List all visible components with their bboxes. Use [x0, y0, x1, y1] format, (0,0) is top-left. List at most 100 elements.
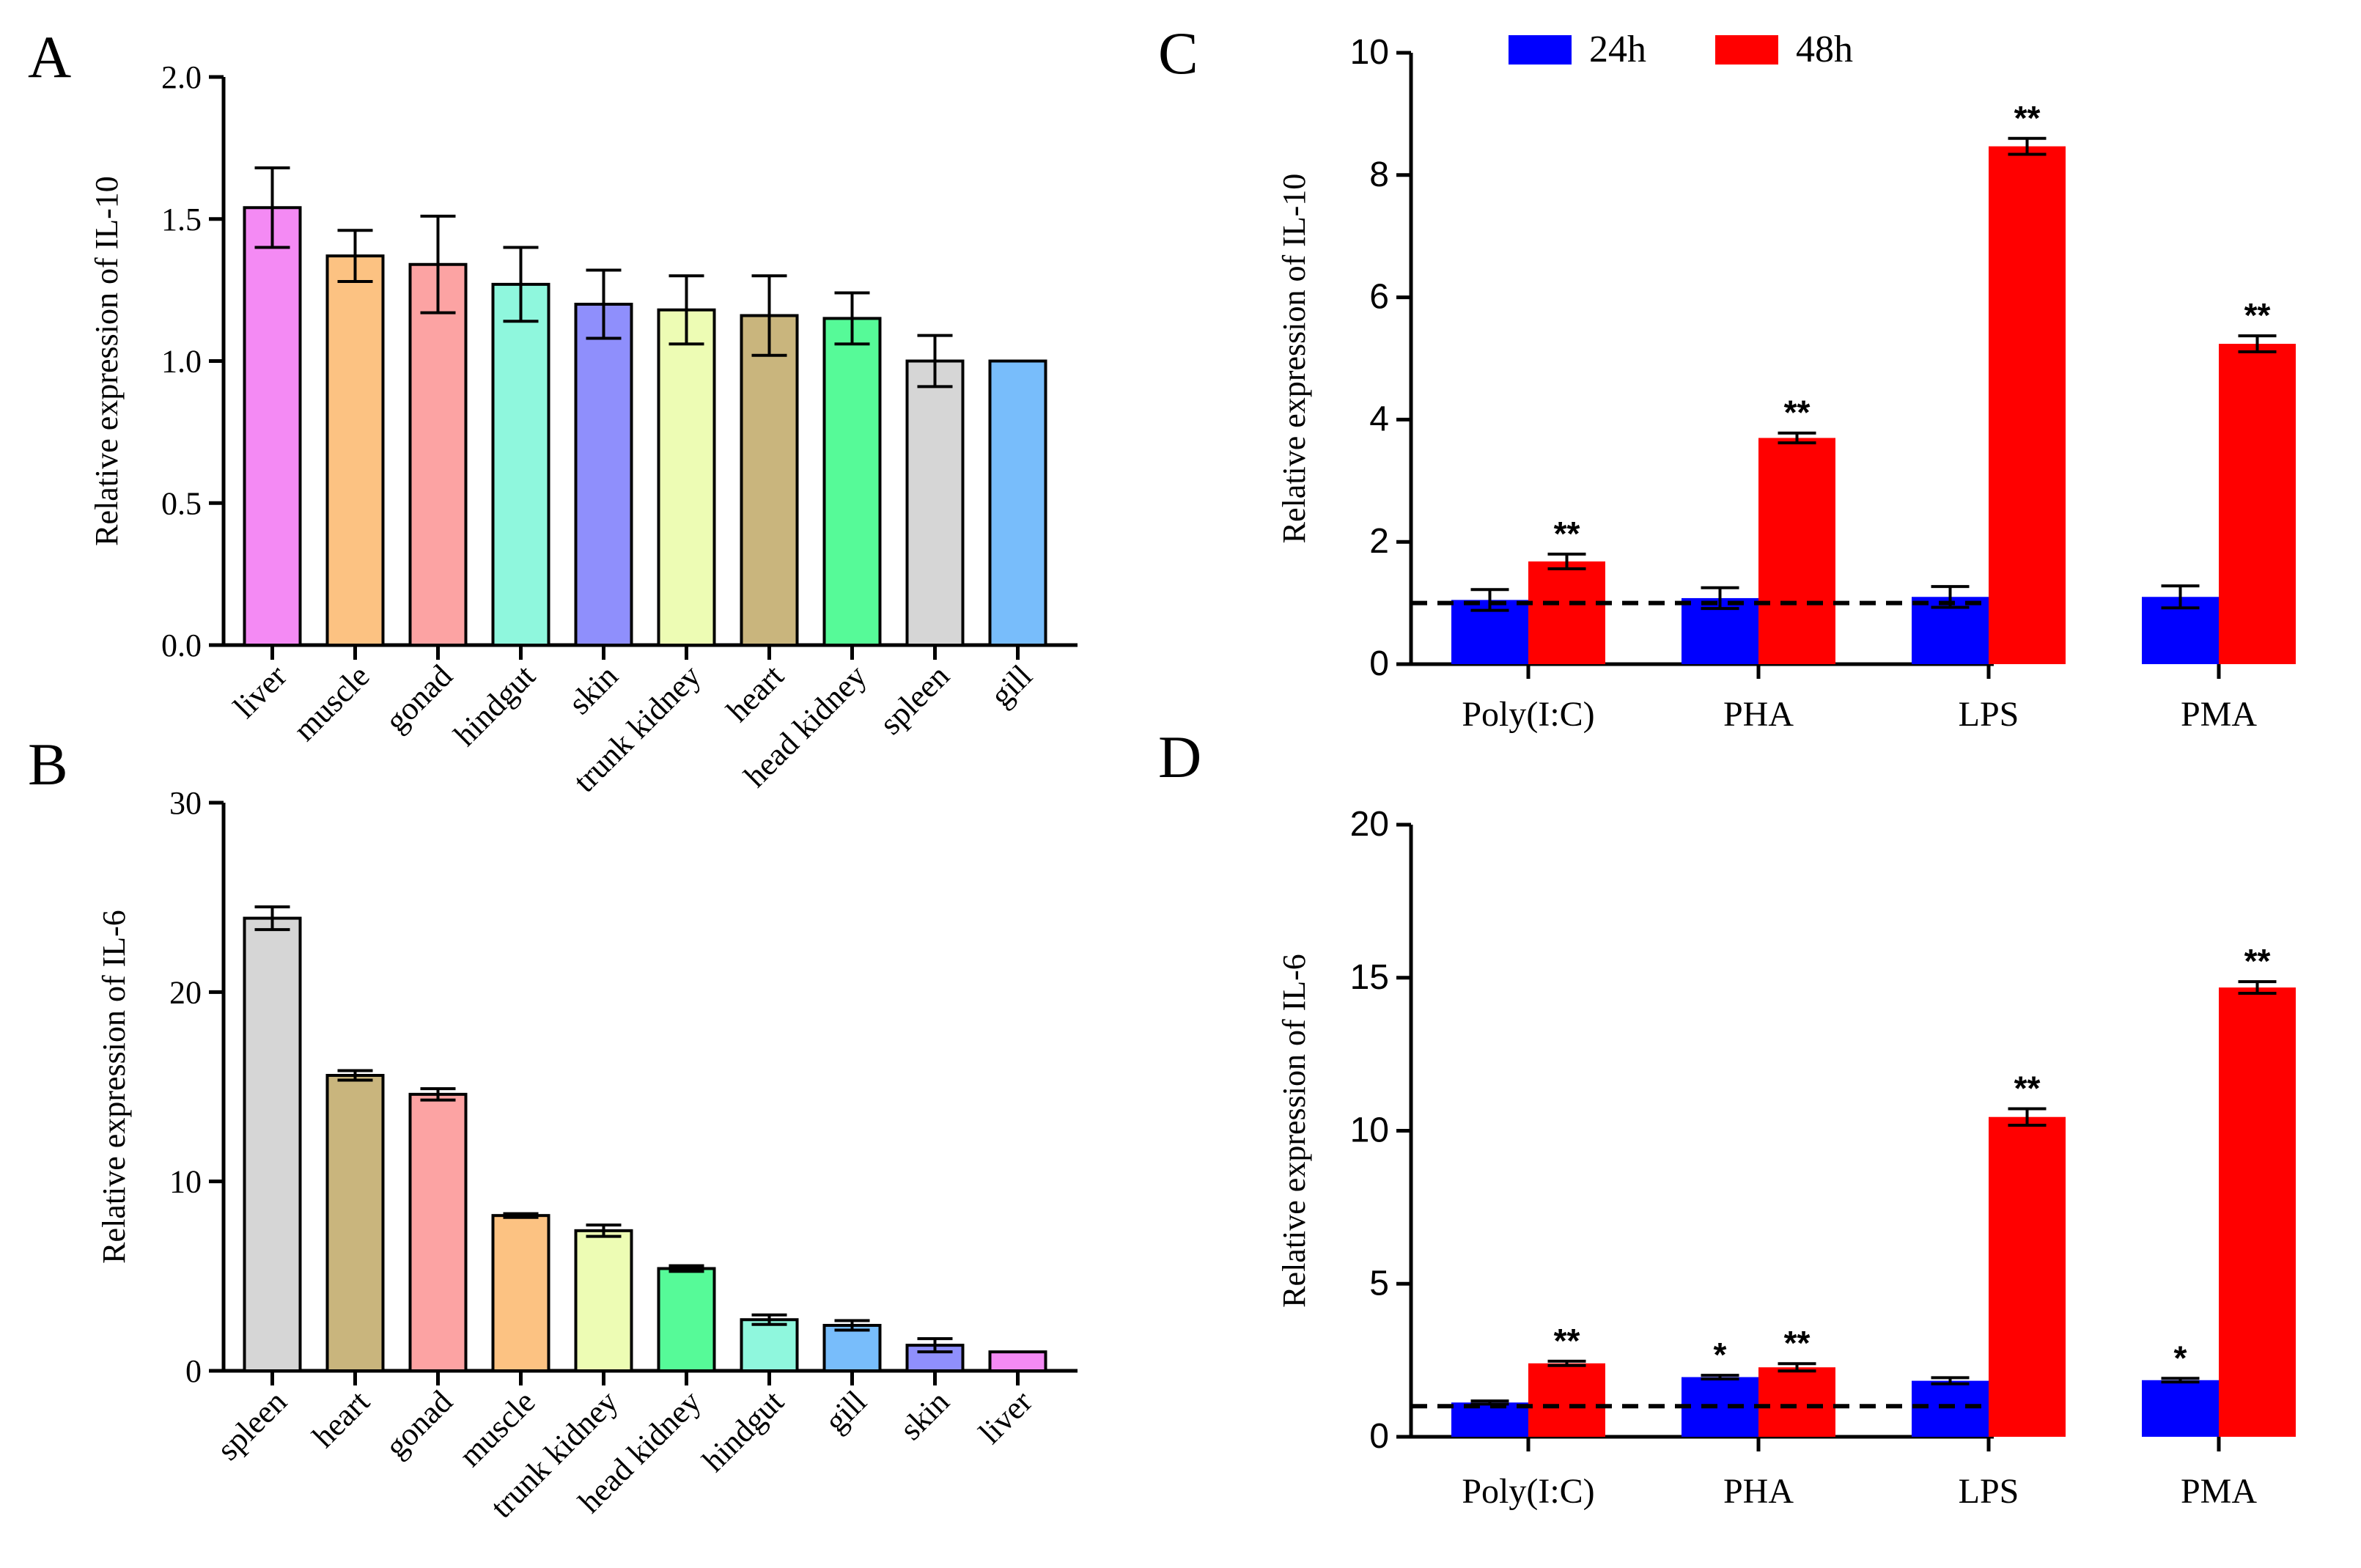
bar-skin [574, 303, 633, 647]
category-label-muscle: muscle [287, 658, 377, 748]
bar-trunk-kidney [574, 1229, 633, 1373]
bar-pha-48h [1758, 1367, 1835, 1437]
category-label-poly-i-c: Poly(I:C) [1462, 695, 1594, 734]
bar-head-kidney [657, 1267, 716, 1372]
category-label-heart: heart [306, 1383, 377, 1454]
panel-letter-a: A [28, 23, 71, 90]
category-label-hindgut: hindgut [447, 658, 542, 753]
panel-b-chart: 0 10 20 30 Relative expression of IL-6 spleen… [96, 785, 1078, 1525]
significance-marker: ** [2014, 99, 2041, 137]
y-tick-label: 30 [169, 785, 202, 821]
panel-letter-b: B [28, 731, 68, 798]
bar-heart [740, 314, 799, 647]
significance-marker: ** [1554, 1322, 1580, 1360]
y-tick-label: 6 [1369, 278, 1389, 317]
panel-letter-d: D [1158, 724, 1201, 790]
significance-marker: * [2174, 1339, 2187, 1377]
y-tick-label: 20 [169, 974, 202, 1010]
category-label-liver: liver [226, 658, 294, 725]
bar-gonad [408, 1092, 468, 1373]
significance-marker: ** [1784, 394, 1811, 432]
significance-marker: ** [1784, 1324, 1811, 1362]
bar-pma-48h [2219, 987, 2296, 1437]
y-tick-label: 10 [1350, 1111, 1389, 1150]
bar-poly-i-c-48h [1528, 561, 1605, 664]
legend-label-24h: 24h [1589, 29, 1646, 70]
category-label-hindgut: hindgut [696, 1383, 791, 1479]
category-label-skin: skin [893, 1383, 957, 1447]
y-tick-label: 0.0 [161, 627, 202, 663]
bar-hindgut [491, 282, 550, 647]
bar-liver [988, 1350, 1047, 1372]
y-tick-label: 10 [1350, 33, 1389, 72]
bar-muscle [325, 254, 385, 647]
category-label-gill: gill [817, 1383, 873, 1439]
bar-lps-48h [1989, 1116, 2066, 1437]
y-tick-label: 0 [1369, 1417, 1389, 1456]
category-label-pma: PMA [2181, 695, 2257, 734]
category-label-liver: liver [972, 1383, 1039, 1451]
bar-spleen [243, 916, 302, 1373]
bar-spleen [905, 359, 965, 647]
bar-pma-48h [2219, 343, 2296, 664]
y-tick-label: 15 [1350, 958, 1389, 997]
category-label-skin: skin [561, 658, 625, 721]
bar-pma-24h [2142, 1380, 2219, 1437]
y-axis-title: Relative expression of IL-6 [1276, 954, 1312, 1308]
significance-marker: ** [1554, 515, 1580, 553]
y-tick-label: 2.0 [161, 59, 202, 95]
y-axis-title: Relative expression of IL-6 [96, 910, 132, 1264]
y-tick-label: 20 [1350, 805, 1389, 844]
y-tick-label: 8 [1369, 155, 1389, 194]
bar-hindgut [740, 1318, 799, 1372]
bar-gonad [408, 262, 468, 647]
bar-liver [243, 206, 302, 647]
y-tick-label: 0.5 [161, 485, 202, 521]
legend-swatch-24h [1509, 35, 1572, 65]
y-tick-label: 10 [169, 1164, 202, 1200]
category-label-spleen: spleen [872, 658, 956, 741]
panel-letter-c: C [1158, 20, 1198, 87]
bar-trunk-kidney [657, 308, 716, 647]
bar-pha-48h [1758, 438, 1835, 664]
legend-swatch-48h [1715, 35, 1778, 65]
panel-a-chart: 0.0 0.5 1.0 1.5 2.0 Relative expression of IL… [89, 59, 1078, 799]
bar-poly-i-c-48h [1528, 1363, 1605, 1437]
category-label-pha: PHA [1723, 695, 1794, 734]
panel-c-chart: 0 2 4 6 8 10 Relative expression of IL-10 ** Pol… [1276, 33, 2296, 734]
category-label-gill: gill [983, 658, 1039, 713]
y-tick-label: 1.5 [161, 202, 202, 238]
bar-gill [822, 1324, 882, 1372]
bar-gill [988, 359, 1047, 647]
significance-marker: ** [2244, 942, 2271, 980]
significance-marker: * [1714, 1336, 1727, 1374]
category-label-lps: LPS [1959, 1472, 2019, 1511]
category-label-pma: PMA [2181, 1472, 2257, 1511]
bar-heart [325, 1074, 385, 1372]
category-label-pha: PHA [1723, 1472, 1794, 1511]
bar-pha-24h [1682, 1377, 1758, 1437]
bar-head-kidney [822, 317, 882, 647]
legend-label-48h: 48h [1796, 29, 1853, 70]
significance-marker: ** [2014, 1069, 2041, 1107]
category-label-spleen: spleen [210, 1383, 293, 1467]
y-tick-label: 0 [1369, 644, 1389, 683]
y-axis-title: Relative expression of IL-10 [1276, 174, 1312, 544]
category-label-lps: LPS [1959, 695, 2019, 734]
y-tick-label: 1.0 [161, 344, 202, 380]
significance-marker: ** [2244, 296, 2271, 334]
bar-lps-48h [1989, 146, 2066, 665]
category-label-poly-i-c: Poly(I:C) [1462, 1472, 1594, 1511]
y-axis-title: Relative expression of IL-10 [89, 176, 125, 546]
y-tick-label: 4 [1369, 400, 1389, 438]
y-tick-label: 2 [1369, 522, 1389, 561]
category-label-gonad: gonad [378, 1383, 460, 1465]
category-label-heart: heart [720, 658, 791, 729]
y-tick-label: 0 [185, 1353, 202, 1389]
legend: 24h 48h [1509, 29, 1853, 70]
bar-lps-24h [1912, 1380, 1989, 1437]
bar-muscle [491, 1214, 550, 1372]
y-tick-label: 5 [1369, 1264, 1389, 1303]
